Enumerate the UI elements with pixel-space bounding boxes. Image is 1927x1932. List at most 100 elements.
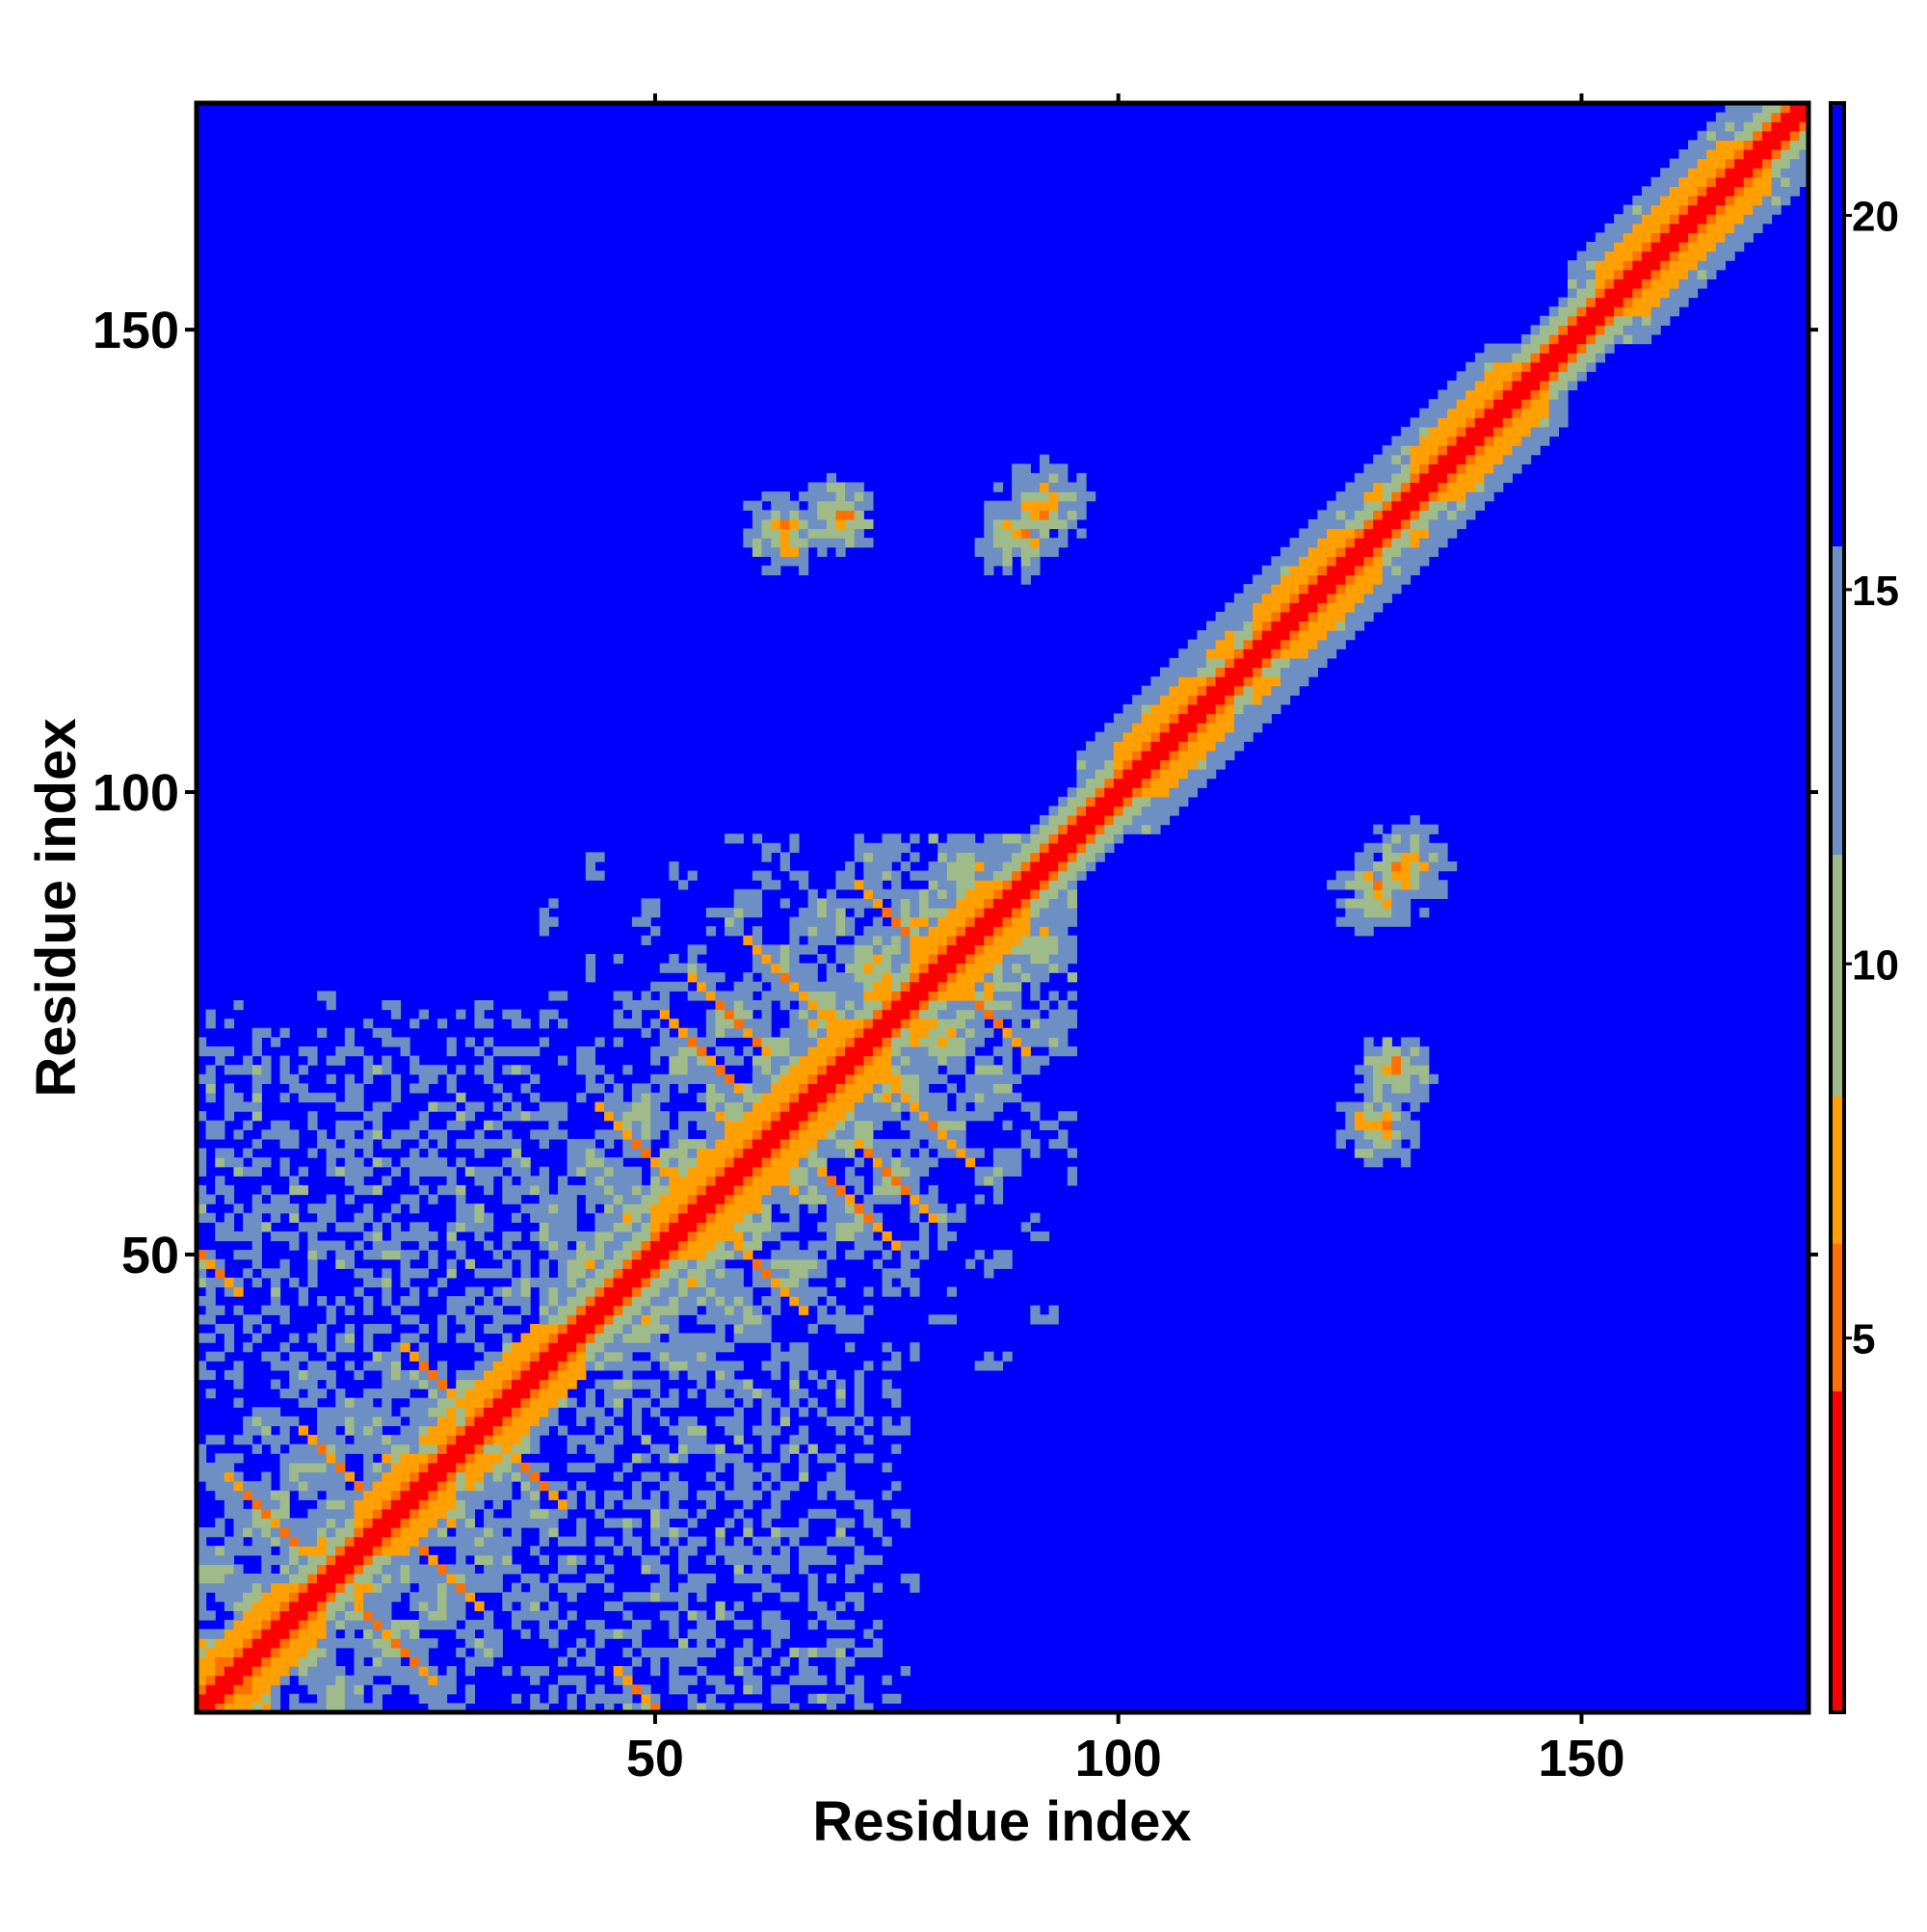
heatmap-cell bbox=[382, 1037, 392, 1047]
heatmap-cell bbox=[854, 1111, 864, 1122]
heatmap-cell bbox=[279, 1166, 290, 1177]
heatmap-cell bbox=[650, 1222, 661, 1232]
heatmap-cell bbox=[687, 870, 698, 881]
heatmap-cell bbox=[474, 1045, 485, 1057]
heatmap-cell bbox=[594, 1101, 605, 1112]
heatmap-cell bbox=[382, 1286, 392, 1297]
heatmap-cell bbox=[937, 981, 948, 992]
heatmap-cell bbox=[1206, 769, 1217, 780]
heatmap-cell bbox=[316, 1092, 328, 1103]
heatmap-cell bbox=[946, 953, 958, 965]
heatmap-cell bbox=[409, 1675, 420, 1685]
heatmap-cell bbox=[418, 1379, 429, 1389]
heatmap-cell bbox=[835, 1148, 846, 1158]
heatmap-cell bbox=[1039, 510, 1050, 520]
heatmap-cell bbox=[733, 916, 744, 927]
heatmap-cell bbox=[863, 1138, 874, 1150]
heatmap-cell bbox=[604, 1250, 615, 1260]
heatmap-cell bbox=[1039, 953, 1050, 965]
heatmap-cell bbox=[1150, 685, 1161, 696]
heatmap-cell bbox=[826, 926, 837, 937]
heatmap-cell bbox=[641, 1148, 651, 1158]
heatmap-cell bbox=[224, 1703, 235, 1713]
heatmap-cell bbox=[1215, 695, 1226, 705]
heatmap-cell bbox=[585, 1138, 596, 1150]
heatmap-cell bbox=[761, 1092, 772, 1103]
heatmap-cell bbox=[882, 1389, 892, 1399]
heatmap-cell bbox=[307, 1453, 318, 1464]
heatmap-cell bbox=[946, 981, 958, 992]
heatmap-cell bbox=[882, 1101, 892, 1112]
heatmap-cell bbox=[548, 1574, 559, 1584]
heatmap-cell bbox=[650, 1554, 661, 1566]
heatmap-cell bbox=[1307, 630, 1318, 641]
heatmap-cell bbox=[622, 1628, 633, 1639]
heatmap-cell bbox=[446, 1083, 457, 1094]
heatmap-cell bbox=[826, 1184, 837, 1196]
heatmap-cell bbox=[733, 1361, 744, 1371]
heatmap-cell bbox=[669, 1351, 679, 1362]
heatmap-cell bbox=[697, 1231, 707, 1242]
heatmap-cell bbox=[733, 1490, 744, 1500]
heatmap-cell bbox=[631, 1231, 643, 1242]
heatmap-cell bbox=[372, 1554, 383, 1566]
heatmap-cell bbox=[261, 1435, 272, 1445]
heatmap-cell bbox=[1141, 713, 1151, 724]
heatmap-cell bbox=[1261, 630, 1272, 641]
heatmap-cell bbox=[807, 1647, 818, 1658]
heatmap-cell bbox=[1039, 999, 1050, 1011]
heatmap-cell bbox=[687, 1065, 698, 1075]
heatmap-cell bbox=[279, 1536, 290, 1547]
heatmap-cell bbox=[807, 1508, 818, 1520]
heatmap-cell bbox=[1132, 723, 1143, 733]
heatmap-cell bbox=[715, 1148, 726, 1158]
heatmap-cell bbox=[418, 1443, 429, 1454]
heatmap-cell bbox=[817, 935, 828, 945]
heatmap-cell bbox=[243, 1582, 253, 1593]
heatmap-cell bbox=[910, 1009, 920, 1019]
heatmap-cell bbox=[197, 1361, 207, 1371]
heatmap-cell bbox=[585, 1389, 596, 1399]
heatmap-cell bbox=[243, 1231, 253, 1242]
heatmap-cell bbox=[409, 1508, 420, 1520]
heatmap-cell bbox=[697, 1258, 707, 1269]
heatmap-cell bbox=[1178, 667, 1189, 677]
heatmap-cell bbox=[446, 1453, 457, 1464]
heatmap-cell bbox=[530, 1176, 541, 1186]
heatmap-cell bbox=[669, 1045, 679, 1057]
heatmap-cell bbox=[316, 1610, 328, 1621]
heatmap-cell bbox=[316, 1620, 328, 1630]
heatmap-cell bbox=[631, 1425, 643, 1436]
heatmap-cell bbox=[530, 1342, 541, 1353]
heatmap-cell bbox=[891, 1389, 902, 1399]
heatmap-cell bbox=[428, 1101, 438, 1112]
heatmap-cell bbox=[835, 1129, 846, 1140]
heatmap-cell bbox=[492, 1286, 503, 1297]
heatmap-cell bbox=[1113, 741, 1124, 752]
heatmap-cell bbox=[826, 898, 837, 909]
heatmap-cell bbox=[418, 1231, 429, 1242]
heatmap-cell bbox=[882, 1675, 892, 1685]
heatmap-cell bbox=[725, 1286, 735, 1297]
heatmap-cell bbox=[335, 1462, 346, 1473]
heatmap-cell bbox=[761, 1045, 772, 1057]
heatmap-cell bbox=[326, 1666, 336, 1677]
heatmap-cell bbox=[251, 1037, 262, 1047]
heatmap-cell bbox=[798, 1296, 809, 1307]
heatmap-cell bbox=[992, 1019, 1004, 1029]
heatmap-cell bbox=[761, 1323, 772, 1335]
heatmap-cell bbox=[530, 1323, 541, 1335]
heatmap-cell bbox=[677, 1361, 689, 1371]
heatmap-cell bbox=[344, 1703, 356, 1713]
heatmap-cell bbox=[622, 1258, 633, 1269]
heatmap-cell bbox=[1169, 676, 1179, 687]
heatmap-cell bbox=[1233, 630, 1245, 641]
heatmap-cell bbox=[1280, 574, 1291, 585]
heatmap-cell bbox=[279, 1453, 290, 1464]
heatmap-cell bbox=[687, 1703, 698, 1713]
heatmap-cell bbox=[279, 1361, 290, 1371]
heatmap-cell bbox=[335, 1166, 346, 1177]
heatmap-cell bbox=[298, 1601, 308, 1612]
heatmap-cell bbox=[650, 981, 661, 992]
heatmap-cell bbox=[687, 1574, 698, 1584]
